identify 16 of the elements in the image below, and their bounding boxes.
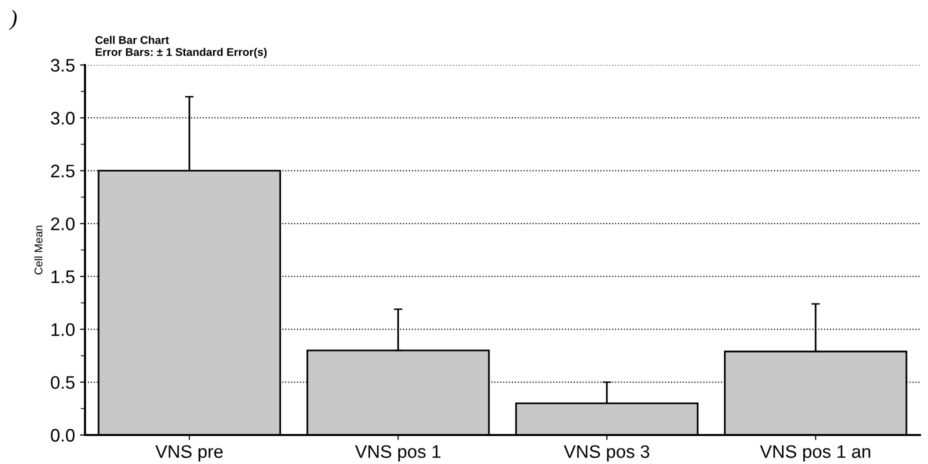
x-tick-label: VNS pre: [155, 445, 223, 462]
x-tick-label: VNS pos 3: [564, 445, 650, 462]
chart-subtitle: Error Bars: ± 1 Standard Error(s): [96, 48, 267, 58]
y-axis-title: Cell Mean: [34, 226, 42, 274]
y-tick-label: 2.5: [51, 164, 75, 178]
y-tick-label: 2.0: [51, 218, 75, 230]
chart-title: Cell Bar Chart: [95, 36, 169, 44]
x-tick-label: VNS pos 1 an: [760, 445, 870, 462]
text: ): [8, 10, 17, 30]
y-tick-label: 0.5: [50, 376, 75, 389]
y-tick-label: 0.0: [50, 428, 75, 442]
y-tick-label: 3.5: [50, 58, 75, 72]
y-tick-label: 1.5: [52, 270, 75, 284]
y-tick-label: 1.0: [52, 323, 75, 336]
y-tick-label: 3.0: [50, 112, 75, 125]
x-tick-label: VNS pos 1: [355, 445, 440, 462]
